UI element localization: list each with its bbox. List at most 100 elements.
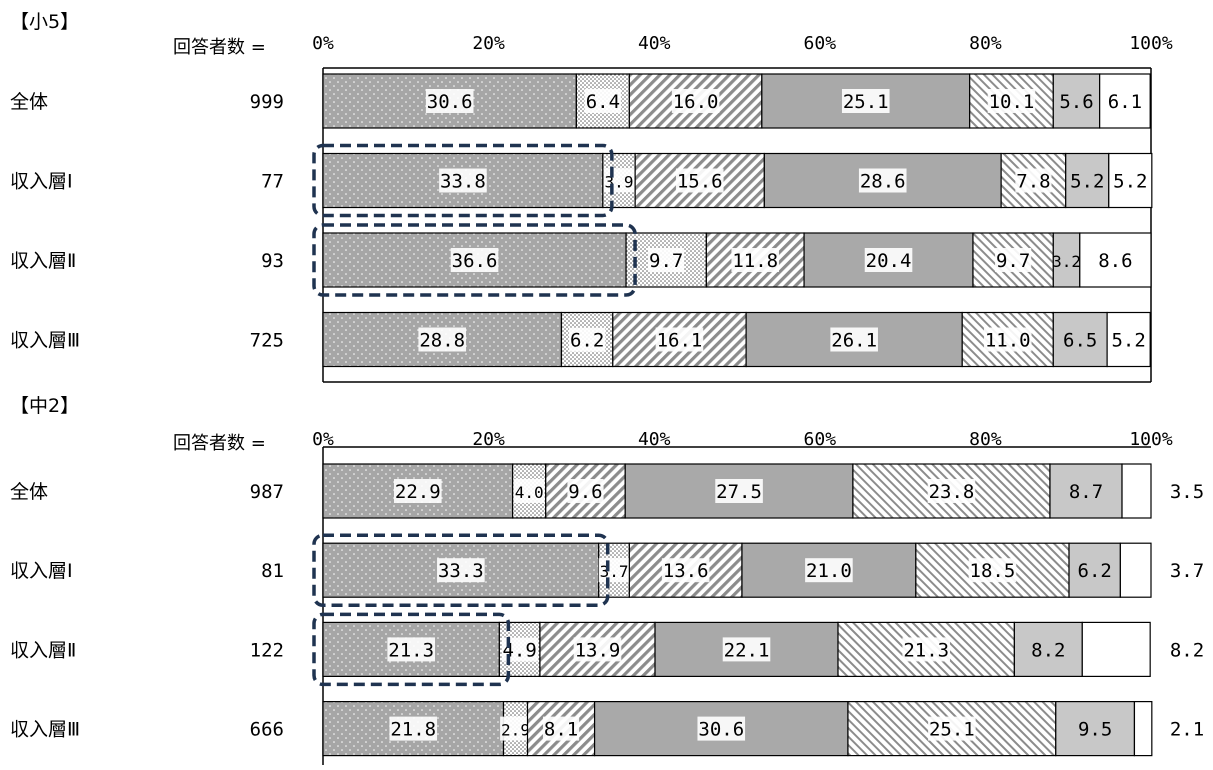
bar-row: 収入層Ⅰ 77 33.8 3.9 15.6 28.6 7.8 5.2 5.2 [10,143,1153,218]
data-label: 5.2 [1113,171,1147,193]
axis-tick-label: 20% [472,429,505,450]
axis-tick-label: 80% [969,429,1002,450]
bar-row: 収入層Ⅰ 81 33.3 3.7 13.6 21.0 18.5 6.2 3.7 [10,533,1204,607]
data-label: 36.6 [452,250,498,272]
data-label: 7.8 [1016,171,1050,193]
data-label: 27.5 [716,481,762,503]
data-label: 21.0 [806,560,852,582]
respondents-label: 回答者数 = [173,37,266,58]
axis-tick-label: 20% [472,33,505,54]
axis-tick-label: 80% [969,33,1002,54]
data-label-background [569,327,606,352]
bar-row: 全体 987 22.9 4.0 9.6 27.5 23.8 8.7 3.5 [10,463,1204,519]
data-label: 6.1 [1108,91,1142,113]
data-label: 16.1 [657,330,703,352]
data-label-background [542,716,580,741]
axis-tick-label: 60% [804,33,837,54]
data-label: 8.1 [544,719,578,741]
data-label: 13.9 [575,639,621,661]
highlight-box [312,223,637,297]
data-label: 33.3 [438,560,484,582]
data-label: 28.8 [419,330,465,352]
chart-root: 【小5】回答者数 = 0% 20% 40% 60% 80% 100% 全体 999 30.6 6.4… [10,11,1204,765]
data-label-background [598,558,630,583]
data-label-background [573,637,622,662]
data-label-background [389,716,438,741]
data-label: 5.2 [1070,171,1104,193]
data-label-background [387,637,435,662]
data-label: 9.7 [996,250,1030,272]
data-label-background [513,479,545,503]
row-label: 収入層Ⅲ [10,719,80,741]
data-label: 3.5 [1170,481,1204,503]
bar-row: 収入層Ⅲ 725 28.8 6.2 16.1 26.1 11.0 6.5 5.2 [10,311,1151,368]
panel-title: 【小5】 [10,11,79,33]
data-label-background [671,89,720,113]
axis-tick-label: 0% [312,33,334,54]
data-label-background [675,168,724,193]
data-label: 5.2 [1111,330,1145,352]
bar-segment [1052,232,1081,288]
data-label: 9.6 [568,481,602,503]
data-label-background [418,327,467,352]
data-label: 22.1 [724,639,770,661]
data-label-background [648,248,685,272]
axis-tick-label: 0% [312,429,334,450]
data-label-background [841,89,890,113]
data-label-background [983,327,1032,352]
bar-segment [322,463,514,519]
data-label: 11.8 [732,250,778,272]
axis-tick-label: 60% [804,429,837,450]
respondent-count: 987 [250,481,284,503]
data-label: 20.4 [866,250,912,272]
data-label-background [864,248,913,272]
highlight-box [312,612,511,687]
data-label: 9.7 [649,250,683,272]
data-label: 30.6 [427,91,473,113]
data-label: 23.8 [929,481,975,503]
data-label-background [584,89,621,113]
data-label: 25.1 [843,91,889,113]
data-label-background [902,637,950,662]
axis-tick-label: 100% [1129,33,1173,54]
data-label: 8.7 [1069,481,1103,503]
data-label: 30.6 [698,719,744,741]
data-label: 16.0 [673,91,719,113]
data-label: 5.6 [1059,91,1093,113]
highlight-box [312,143,614,218]
respondent-count: 93 [261,250,284,272]
data-label: 33.8 [440,171,486,193]
highlight-box [312,533,610,607]
respondent-count: 122 [250,639,284,661]
data-label: 22.9 [395,481,441,503]
data-label-background [805,558,853,583]
row-label: 収入層Ⅰ [10,560,73,582]
respondent-count: 81 [261,560,284,582]
data-label: 3.7 [600,562,629,581]
data-label-background [603,168,635,193]
bar-row: 収入層Ⅲ 666 21.8 2.9 8.1 30.6 25.1 9.5 2.1 [10,700,1204,757]
data-label-background [927,479,976,503]
data-label: 4.9 [502,639,536,661]
data-label-background [722,637,771,662]
data-label-background [450,248,499,272]
data-label: 6.2 [1078,560,1112,582]
axis-tick-label: 40% [638,429,671,450]
data-label-background [987,89,1036,113]
row-label: 全体 [10,481,48,503]
data-label: 3.2 [1052,252,1081,271]
data-label: 18.5 [970,560,1016,582]
chart-panel-2: 【中2】回答者数 = 0% 20% 40% 60% 80% 100% 全体 987 22.9 4.0… [10,395,1204,765]
panel-title: 【中2】 [10,395,79,417]
bar-segment [1052,73,1101,129]
bar-segment [1052,311,1108,368]
bar-segment [1108,152,1153,209]
data-label: 2.1 [1170,719,1204,741]
bar-segment [1013,621,1083,678]
data-label: 8.2 [1031,639,1065,661]
bar-segment [1121,463,1152,519]
data-label-background [968,558,1017,583]
data-label: 3.9 [605,173,634,192]
data-label: 8.2 [1170,639,1204,661]
